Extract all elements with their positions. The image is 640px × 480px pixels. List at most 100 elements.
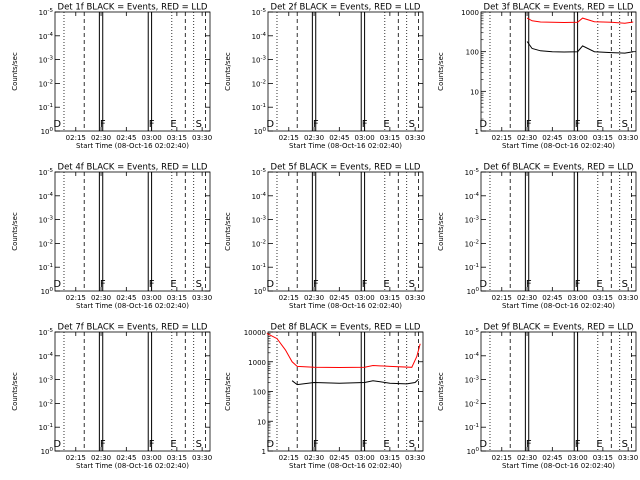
x-tick-label: 02:15 — [492, 454, 512, 462]
event-marker-F: F — [526, 279, 532, 290]
x-tick-label: 03:00 — [355, 134, 375, 142]
y-tick-label: 10-1 — [465, 263, 479, 272]
x-axis-label: Start Time (08-Oct-16 02:02:40) — [289, 462, 402, 470]
x-tick-label: 03:30 — [192, 294, 212, 302]
plot-6: Det 6f BLACK = Events, RED = LLD 100 10-1 1… — [437, 163, 638, 311]
x-tick-label: 03:15 — [593, 454, 613, 462]
x-tick-label: 03:30 — [618, 294, 638, 302]
y-axis-label: Counts/sec — [11, 212, 19, 251]
y-tick-label: 100 — [466, 49, 479, 57]
plot-title: Det 3f BLACK = Events, RED = LLD — [484, 3, 634, 13]
series-line-1 — [526, 41, 634, 54]
event-marker-D: D — [479, 279, 487, 290]
y-tick-label: 10-1 — [252, 263, 266, 272]
event-marker-F: F — [313, 119, 319, 130]
x-tick-label: 02:15 — [279, 454, 299, 462]
y-tick-label: 10-3 — [39, 376, 54, 385]
event-marker-D: D — [479, 439, 487, 450]
plot-title: Det 7f BLACK = Events, RED = LLD — [58, 323, 208, 333]
event-marker-F: F — [526, 439, 532, 450]
x-tick-label: 02:45 — [329, 294, 349, 302]
y-axis-label: Counts/sec — [437, 212, 445, 251]
x-tick-label: 02:30 — [517, 454, 537, 462]
event-marker-F: F — [100, 439, 106, 450]
y-axis-label: Counts/sec — [11, 372, 19, 411]
x-axis-label: Start Time (08-Oct-16 02:02:40) — [289, 302, 402, 310]
event-marker-E: E — [170, 439, 176, 450]
y-tick-label: 10-1 — [39, 103, 53, 112]
plot-3: Det 3f BLACK = Events, RED = LLD 1 10 100 10… — [437, 3, 638, 151]
event-marker-F: F — [149, 439, 155, 450]
x-tick-label: 03:00 — [568, 454, 588, 462]
y-axis-label: Counts/sec — [224, 212, 232, 251]
plot-8: Det 8f BLACK = Events, RED = LLD 1 10 100 10… — [224, 323, 425, 471]
y-tick-label: 100 — [253, 389, 266, 397]
plot-frame — [54, 11, 211, 132]
x-axis-label: Start Time (08-Oct-16 02:02:40) — [76, 142, 189, 150]
event-marker-F: F — [575, 439, 581, 450]
x-tick-label: 02:15 — [492, 134, 512, 142]
x-tick-label: 03:15 — [380, 454, 400, 462]
y-tick-label: 10 — [257, 418, 266, 426]
x-tick-label: 02:15 — [66, 134, 86, 142]
y-tick-label: 10-5 — [465, 168, 480, 177]
y-axis-label: Counts/sec — [437, 372, 445, 411]
event-marker-E: E — [170, 119, 176, 130]
x-tick-label: 03:00 — [142, 454, 162, 462]
x-tick-label: 03:00 — [142, 294, 162, 302]
y-axis-label: Counts/sec — [224, 52, 232, 91]
y-tick-label: 10-3 — [39, 56, 54, 65]
x-tick-label: 02:30 — [517, 134, 537, 142]
x-tick-label: 02:45 — [542, 294, 562, 302]
y-tick-label: 100 — [467, 447, 480, 456]
event-marker-F: F — [575, 279, 581, 290]
plot-frame — [267, 11, 424, 132]
y-tick-label: 10-1 — [39, 263, 53, 272]
x-axis-label: Start Time (08-Oct-16 02:02:40) — [502, 302, 615, 310]
event-marker-E: E — [383, 439, 389, 450]
x-tick-label: 03:30 — [405, 294, 425, 302]
x-tick-label: 03:30 — [192, 134, 212, 142]
y-tick-label: 10-2 — [465, 239, 479, 248]
x-tick-label: 03:15 — [167, 454, 187, 462]
y-tick-label: 100 — [41, 127, 54, 136]
x-tick-label: 03:30 — [618, 134, 638, 142]
x-tick-label: 02:30 — [304, 134, 324, 142]
plot-frame — [267, 331, 424, 452]
x-tick-label: 03:30 — [405, 454, 425, 462]
x-tick-label: 03:15 — [167, 294, 187, 302]
x-tick-label: 02:15 — [66, 454, 86, 462]
plot-title: Det 1f BLACK = Events, RED = LLD — [58, 3, 208, 13]
x-axis-label: Start Time (08-Oct-16 02:02:40) — [76, 302, 189, 310]
y-tick-label: 10-2 — [39, 239, 53, 248]
event-marker-D: D — [266, 119, 274, 130]
plot-title: Det 4f BLACK = Events, RED = LLD — [58, 163, 208, 173]
x-axis-label: Start Time (08-Oct-16 02:02:40) — [502, 462, 615, 470]
event-marker-S: S — [196, 439, 202, 450]
y-tick-label: 10000 — [244, 329, 266, 337]
event-marker-D: D — [53, 119, 61, 130]
y-tick-label: 10-3 — [252, 56, 267, 65]
series-line-2 — [266, 332, 421, 369]
x-tick-label: 03:15 — [593, 294, 613, 302]
plot-frame — [54, 171, 211, 292]
plot-2: Det 2f BLACK = Events, RED = LLD 100 10-1 1… — [224, 3, 425, 151]
event-marker-E: E — [383, 119, 389, 130]
y-tick-label: 10-3 — [39, 216, 54, 225]
event-marker-E: E — [596, 119, 602, 130]
x-tick-label: 02:15 — [279, 134, 299, 142]
y-tick-label: 100 — [41, 287, 54, 296]
event-marker-F: F — [149, 119, 155, 130]
y-tick-label: 10-5 — [39, 168, 54, 177]
plot-frame — [480, 331, 637, 452]
x-tick-label: 02:30 — [91, 134, 111, 142]
x-tick-label: 03:30 — [405, 134, 425, 142]
event-marker-S: S — [409, 279, 415, 290]
plot-title: Det 5f BLACK = Events, RED = LLD — [271, 163, 421, 173]
plot-7: Det 7f BLACK = Events, RED = LLD 100 10-1 1… — [11, 323, 212, 471]
event-marker-S: S — [196, 279, 202, 290]
event-marker-F: F — [313, 439, 319, 450]
event-marker-F: F — [149, 279, 155, 290]
event-marker-F: F — [362, 279, 368, 290]
